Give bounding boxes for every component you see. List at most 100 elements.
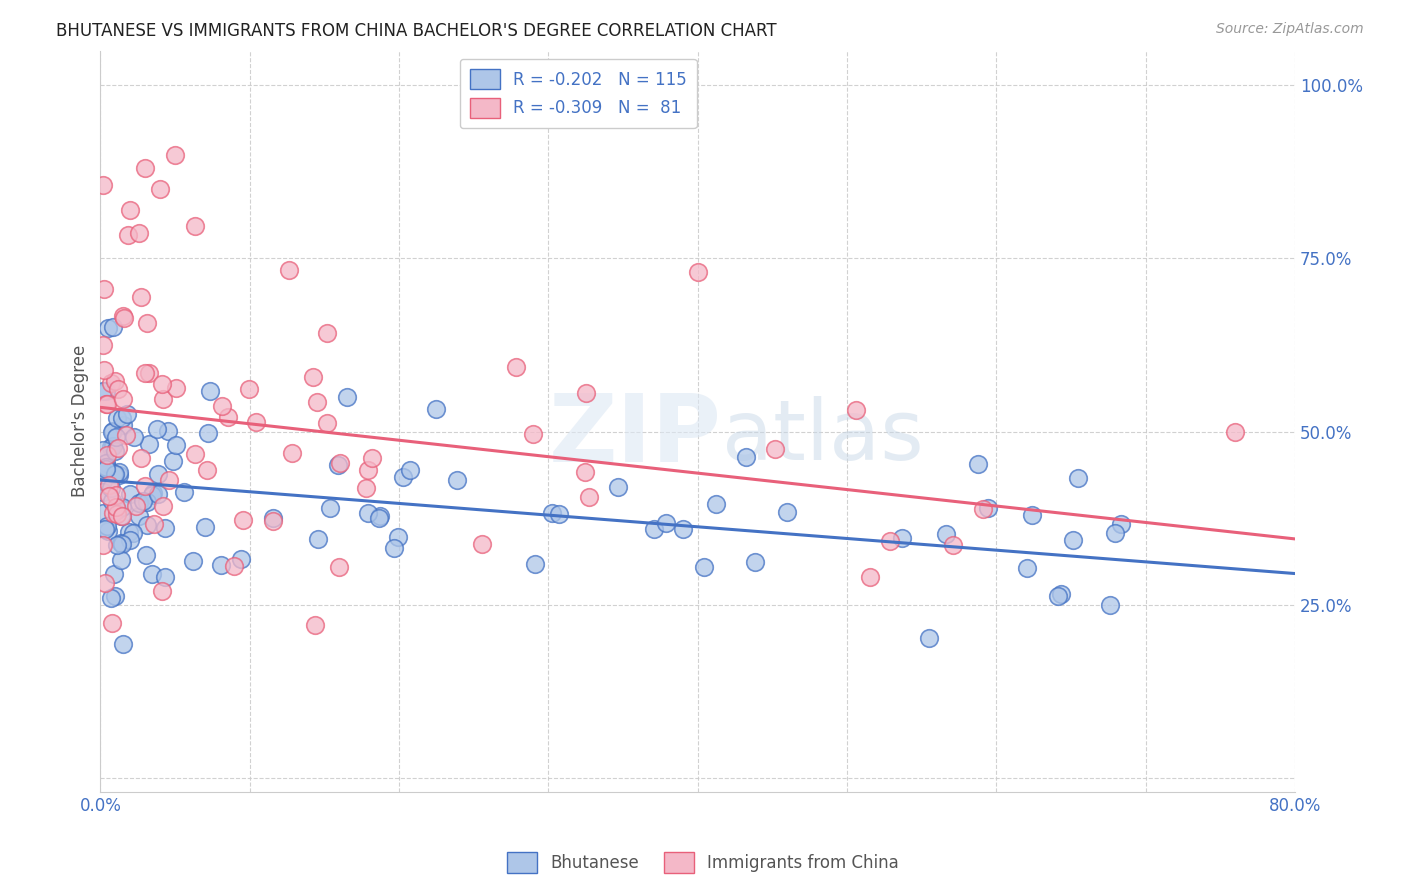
Point [153,570,176,584]
Point [134,366,156,380]
Point [97,524,120,539]
Point [100,440,122,454]
Point [101,506,124,520]
Point [574,466,596,480]
Point [326,458,349,473]
Point [96,462,118,476]
Point [96,519,118,533]
Point [128,509,150,524]
Point [1098,599,1121,613]
Point [399,463,422,477]
Point [103,467,125,481]
Point [100,616,122,631]
Point [231,552,253,566]
Point [146,487,169,501]
Point [763,442,786,457]
Point [142,516,165,531]
Point [91,538,114,552]
Point [112,310,135,325]
Point [859,570,882,584]
Point [387,529,409,543]
Point [328,559,350,574]
Point [103,424,125,438]
Point [302,370,325,384]
Point [578,490,600,504]
Point [98,477,121,491]
Point [110,552,132,566]
Point [184,219,207,233]
Point [91,485,114,500]
Point [1225,425,1247,439]
Point [277,263,299,277]
Point [117,227,139,242]
Point [1067,471,1090,485]
Point [111,410,134,425]
Point [163,147,186,161]
Point [706,497,728,511]
Point [845,403,868,417]
Point [105,503,128,517]
Point [93,522,115,536]
Point [107,465,129,479]
Point [686,265,709,279]
Point [134,479,156,493]
Point [111,537,134,551]
Point [655,516,678,531]
Point [744,555,766,569]
Point [110,536,132,550]
Point [368,511,391,525]
Point [1015,560,1038,574]
Point [138,366,160,380]
Point [693,560,716,574]
Point [391,470,413,484]
Point [101,320,124,334]
Point [918,632,941,646]
Point [96,397,118,411]
Point [890,531,912,545]
Point [153,521,176,535]
Point [97,489,120,503]
Point [356,506,378,520]
Point [120,202,142,217]
Point [111,508,134,523]
Point [262,514,284,528]
Point [142,486,165,500]
Point [149,182,172,196]
Legend: Bhutanese, Immigrants from China: Bhutanese, Immigrants from China [501,846,905,880]
Point [93,282,115,296]
Point [111,500,134,514]
Point [101,425,124,439]
Point [96,460,118,475]
Point [1047,589,1070,603]
Point [304,617,326,632]
Point [135,495,157,509]
Point [94,456,117,470]
Point [104,444,127,458]
Text: ZIP: ZIP [548,390,721,482]
Point [471,537,494,551]
Point [118,525,141,540]
Point [211,399,233,413]
Point [131,290,153,304]
Point [148,467,170,481]
Point [195,463,218,477]
Point [107,442,129,456]
Point [105,508,128,522]
Point [354,481,377,495]
Point [425,402,447,417]
Point [101,439,124,453]
Point [94,397,117,411]
Point [93,362,115,376]
Point [977,501,1000,516]
Point [575,386,598,401]
Point [1021,508,1043,523]
Point [141,488,163,502]
Point [91,506,114,520]
Point [108,468,131,483]
Point [110,508,132,523]
Point [152,392,174,406]
Point [146,422,169,436]
Point [103,566,125,581]
Point [184,447,207,461]
Legend: R = -0.202   N = 115, R = -0.309   N =  81: R = -0.202 N = 115, R = -0.309 N = 81 [460,59,697,128]
